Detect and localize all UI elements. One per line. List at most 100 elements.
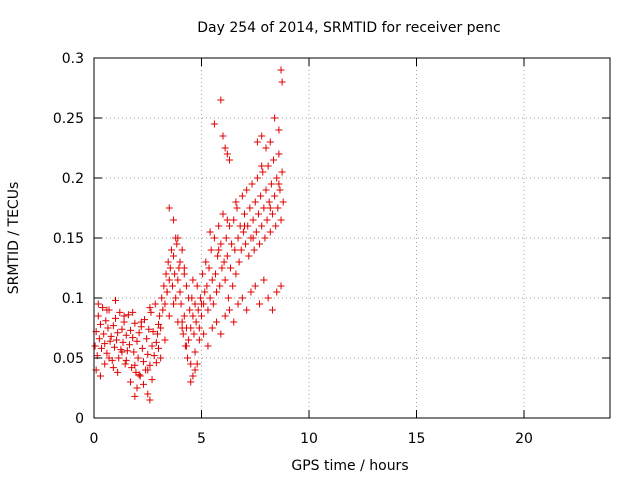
data-point xyxy=(241,210,248,218)
data-point xyxy=(127,326,135,334)
data-point xyxy=(217,330,225,338)
data-point xyxy=(225,222,233,230)
data-point xyxy=(122,356,130,364)
data-point xyxy=(106,337,114,345)
data-point xyxy=(174,318,182,326)
data-point xyxy=(208,324,216,332)
data-point xyxy=(94,300,102,308)
data-point xyxy=(194,306,202,314)
data-point xyxy=(233,204,241,212)
data-point xyxy=(121,360,129,368)
plot-frame xyxy=(93,57,611,419)
data-point xyxy=(152,359,160,367)
y-tick-label: 0.05 xyxy=(53,351,84,367)
data-point xyxy=(195,324,203,332)
data-point xyxy=(224,294,232,302)
data-point xyxy=(215,246,223,254)
data-point xyxy=(223,216,231,224)
data-point xyxy=(260,204,268,212)
data-point xyxy=(274,204,282,212)
data-point xyxy=(223,150,231,158)
data-point xyxy=(168,282,176,290)
data-point xyxy=(148,376,156,384)
data-point xyxy=(95,335,103,343)
data-point xyxy=(171,270,179,278)
data-point xyxy=(131,392,139,400)
data-point xyxy=(182,342,190,350)
data-point xyxy=(265,198,273,206)
data-point xyxy=(238,192,246,200)
data-point xyxy=(158,294,166,302)
data-point xyxy=(199,270,207,278)
data-point xyxy=(170,216,178,224)
data-point xyxy=(104,324,112,332)
data-point xyxy=(100,330,108,338)
data-point xyxy=(178,324,186,332)
y-tick-label: 0.25 xyxy=(53,111,84,127)
x-tick-label: 15 xyxy=(408,431,426,447)
data-points xyxy=(91,66,287,404)
data-point xyxy=(157,324,165,332)
axis-ticks: 0 0.05 0.1 0.15 0.2 0.25 0.3 0 5 10 15 20 xyxy=(53,51,610,447)
data-point xyxy=(173,240,181,248)
data-point xyxy=(156,312,164,320)
data-point xyxy=(118,325,126,333)
data-point xyxy=(133,337,141,345)
data-point xyxy=(127,378,135,386)
data-point xyxy=(185,336,193,344)
data-point xyxy=(232,270,240,278)
data-point xyxy=(201,288,209,296)
data-point xyxy=(262,186,270,194)
data-point xyxy=(153,330,161,338)
data-point xyxy=(249,216,257,224)
data-point xyxy=(187,360,195,368)
data-point xyxy=(123,347,131,355)
data-point xyxy=(262,144,270,152)
data-point xyxy=(207,246,215,254)
data-point xyxy=(278,78,286,86)
data-point xyxy=(163,288,171,296)
data-point xyxy=(135,329,143,337)
data-point xyxy=(120,318,128,326)
data-point xyxy=(220,258,228,266)
data-point xyxy=(146,304,154,312)
data-point xyxy=(157,354,165,362)
y-tick-label: 0 xyxy=(75,411,84,427)
data-point xyxy=(257,192,265,200)
data-point xyxy=(134,354,142,362)
data-point xyxy=(137,318,145,326)
data-point xyxy=(129,308,137,316)
data-point xyxy=(206,228,214,236)
data-point xyxy=(146,396,154,404)
data-point xyxy=(268,306,276,314)
data-point xyxy=(271,192,279,200)
data-point xyxy=(264,294,272,302)
data-point xyxy=(241,222,248,230)
data-point xyxy=(278,168,286,176)
data-point xyxy=(234,234,242,242)
data-point xyxy=(179,330,187,338)
data-point xyxy=(219,210,227,218)
data-point xyxy=(147,308,155,316)
data-point xyxy=(232,198,240,206)
data-point xyxy=(139,380,147,388)
data-point xyxy=(120,312,128,320)
data-point xyxy=(238,294,246,302)
data-point xyxy=(178,246,186,254)
data-point xyxy=(264,162,272,170)
data-point xyxy=(248,180,256,188)
data-point xyxy=(118,348,126,356)
data-point xyxy=(266,138,274,146)
data-point xyxy=(273,174,281,182)
data-point xyxy=(191,366,199,374)
data-point xyxy=(252,228,260,236)
data-point xyxy=(184,354,192,362)
data-point xyxy=(260,276,268,284)
data-point xyxy=(227,264,235,272)
data-point xyxy=(200,330,208,338)
data-point xyxy=(185,294,193,302)
data-point xyxy=(275,126,283,134)
data-point xyxy=(161,336,169,344)
data-point xyxy=(273,288,281,296)
data-point xyxy=(103,349,111,357)
